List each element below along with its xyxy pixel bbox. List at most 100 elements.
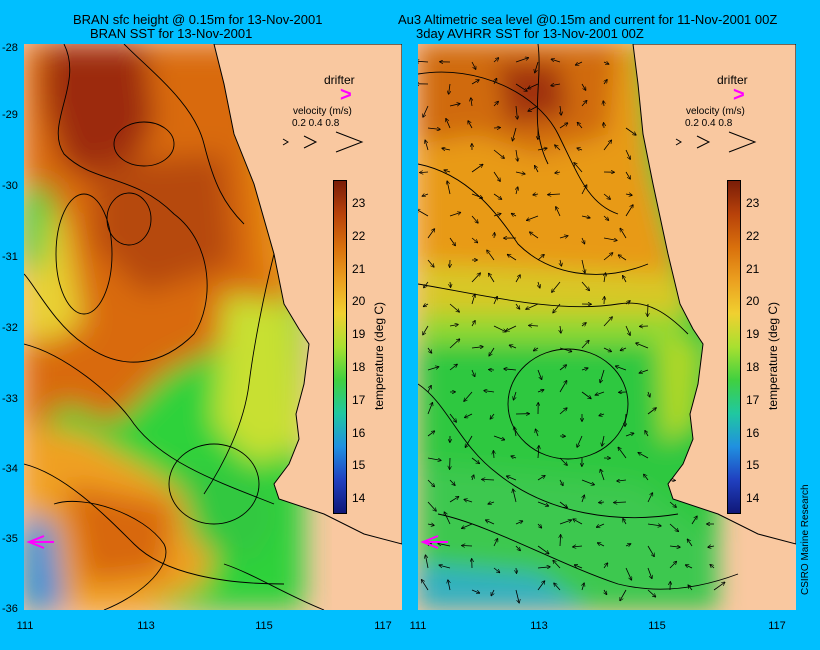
current-vector — [448, 580, 450, 591]
current-vector — [552, 59, 561, 63]
current-vector — [577, 435, 583, 447]
current-vector — [534, 348, 539, 351]
right-title-line2: 3day AVHRR SST for 13-Nov-2001 00Z — [416, 26, 644, 41]
current-vector — [464, 500, 473, 503]
left-colorbar-tick: 20 — [352, 294, 366, 309]
left-ytick: -29 — [2, 109, 18, 121]
left-colorbar-tick: 21 — [352, 261, 366, 276]
current-vector — [493, 325, 506, 332]
current-vector — [493, 149, 504, 158]
current-vector — [449, 325, 458, 327]
current-vector — [471, 347, 483, 348]
left-ytick: -36 — [2, 603, 18, 615]
current-vector — [537, 523, 541, 528]
current-vector — [471, 61, 476, 69]
current-vector — [471, 273, 480, 283]
current-vector — [537, 476, 545, 481]
current-vector — [538, 281, 540, 288]
current-vector — [644, 474, 649, 481]
current-vector — [462, 523, 473, 528]
current-vector — [494, 79, 497, 85]
current-vector — [560, 259, 561, 266]
current-vector — [537, 390, 544, 392]
current-vector — [449, 104, 460, 107]
current-vector — [494, 233, 495, 239]
current-vector — [484, 391, 495, 392]
current-vector — [581, 341, 589, 349]
current-vector — [625, 567, 631, 580]
current-vector — [482, 479, 495, 480]
left-ytick: -33 — [2, 393, 18, 405]
left-velocity-ticks: 0.2 0.4 0.8 — [292, 118, 340, 129]
current-vector — [537, 255, 544, 261]
current-vector — [471, 237, 477, 243]
current-vector — [493, 297, 497, 305]
current-vector — [423, 325, 429, 335]
right-drifter-track — [420, 535, 448, 549]
current-vector — [471, 457, 479, 463]
current-vector — [450, 281, 451, 287]
current-vector — [438, 544, 451, 547]
current-vector — [471, 294, 475, 305]
current-vector — [647, 589, 655, 597]
current-vector — [640, 369, 649, 373]
right-colorbar — [727, 180, 741, 514]
current-vector — [515, 589, 519, 603]
current-vector — [619, 255, 627, 261]
current-vector — [537, 567, 550, 568]
current-vector — [552, 281, 561, 292]
left-ytick: -28 — [2, 42, 18, 54]
current-vector — [603, 101, 604, 107]
current-vector — [625, 301, 630, 304]
current-vector — [636, 343, 649, 349]
current-vector — [617, 480, 627, 481]
current-vector — [616, 366, 627, 371]
left-ytick: -31 — [2, 251, 18, 263]
current-vector — [418, 210, 429, 217]
current-vector — [559, 501, 567, 508]
current-vector — [488, 502, 495, 504]
current-vector — [669, 562, 676, 569]
current-vector — [581, 101, 587, 107]
current-vector — [625, 325, 630, 335]
current-vector — [422, 580, 429, 591]
left-colorbar-label: temperature (deg C) — [372, 301, 386, 410]
current-vector — [597, 523, 605, 527]
right-current-vectors — [418, 58, 725, 603]
current-vector — [427, 367, 439, 371]
current-vector — [465, 435, 473, 447]
right-colorbar-tick: 22 — [746, 228, 760, 243]
current-vector — [581, 216, 590, 218]
current-vector — [535, 166, 539, 173]
current-vector — [559, 408, 567, 415]
left-xtick: 111 — [16, 620, 34, 632]
current-vector — [490, 413, 495, 419]
current-vector — [427, 229, 434, 239]
current-vector — [449, 364, 457, 371]
current-vector — [493, 435, 504, 440]
current-vector — [647, 567, 652, 578]
current-vector — [425, 140, 429, 151]
left-velocity-label: velocity (m/s) — [293, 106, 352, 117]
current-vector — [528, 105, 539, 111]
current-vector — [599, 414, 605, 416]
current-vector — [625, 171, 630, 179]
current-vector — [600, 470, 605, 481]
current-vector — [647, 493, 652, 503]
current-vector — [553, 561, 561, 569]
left-xtick: 115 — [255, 620, 273, 632]
current-vector — [426, 555, 429, 569]
current-vector — [625, 205, 633, 217]
current-vector — [427, 457, 441, 460]
current-vector — [449, 339, 460, 349]
current-vector — [533, 194, 539, 195]
current-vector — [625, 127, 636, 135]
current-vector — [604, 589, 607, 594]
current-vector — [489, 347, 495, 356]
current-vector — [603, 62, 609, 64]
current-vector — [621, 348, 627, 350]
right-xtick: 117 — [768, 620, 786, 632]
right-velocity-scale — [675, 131, 757, 153]
left-title-line1: BRAN sfc height @ 0.15m for 13-Nov-2001 — [73, 12, 323, 27]
current-vector — [603, 237, 617, 240]
